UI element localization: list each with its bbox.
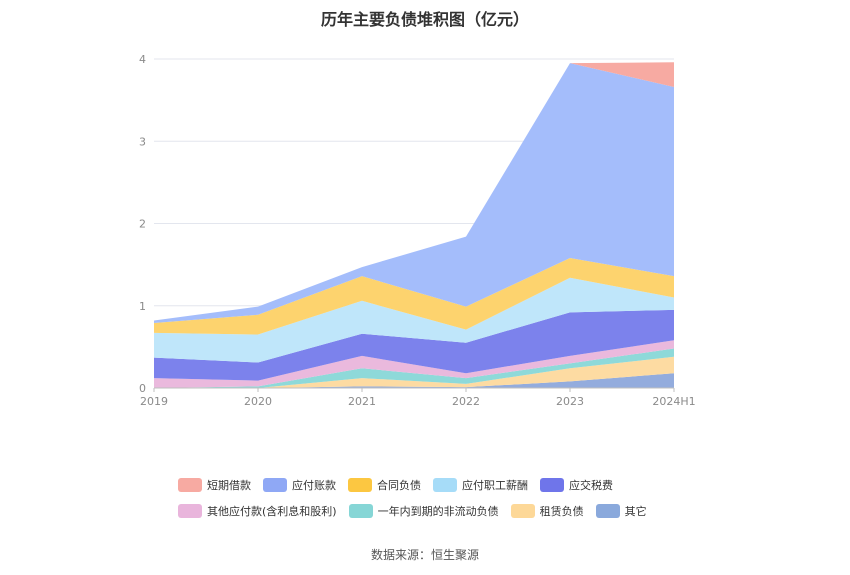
legend-label: 其他应付款(含利息和股利) (207, 505, 337, 518)
x-tick-label: 2021 (348, 395, 376, 408)
legend-item[interactable]: 租赁负债 (510, 503, 584, 519)
legend-swatch (348, 478, 372, 492)
legend-label: 其它 (624, 505, 647, 518)
legend-item[interactable]: 应付账款 (263, 477, 336, 493)
legend-swatch (348, 504, 373, 518)
legend-row: 短期借款 应付账款 合同负债 应付职工薪酬 应交税费 (178, 472, 738, 498)
area-0 (154, 373, 674, 388)
x-tick-label: 2024H1 (652, 395, 695, 408)
y-tick-label: 4 (139, 53, 146, 66)
x-tick-label: 2019 (140, 395, 168, 408)
area-6 (154, 258, 674, 335)
legend-item[interactable]: 应交税费 (540, 477, 613, 493)
x-tick-label: 2020 (244, 395, 272, 408)
legend-swatch (178, 478, 202, 492)
x-tick-label: 2023 (556, 395, 584, 408)
legend-item[interactable]: 应付职工薪酬 (433, 477, 528, 493)
legend-label: 应付账款 (292, 479, 336, 492)
data-source-note: 数据来源：恒生聚源 (370, 548, 479, 562)
legend-swatch (540, 478, 564, 492)
y-tick-label: 1 (139, 300, 146, 313)
y-tick-label: 3 (139, 135, 146, 148)
area-1 (154, 356, 674, 388)
legend-item[interactable]: 其它 (595, 503, 647, 519)
legend-swatch (595, 504, 620, 518)
legend-row: 其他应付款(含利息和股利) 一年内到期的非流动负债 租赁负债 其它 (178, 498, 738, 524)
area-4 (154, 309, 674, 381)
legend-label: 短期借款 (207, 479, 251, 492)
axes: 0 1 2 3 4 2019 2020 2021 2022 2023 2024H1 (139, 53, 696, 408)
legend-label: 租赁负债 (539, 505, 584, 518)
area-3 (154, 340, 674, 388)
legend: 短期借款 应付账款 合同负债 应付职工薪酬 应交税费其他应付款(含利息和股利) 一年内到期… (178, 472, 738, 524)
legend-swatch (510, 504, 535, 518)
legend-swatch (263, 478, 287, 492)
stacked-area-chart: 0 1 2 3 4 2019 2020 2021 2022 2023 2024H1 (139, 53, 696, 408)
area-7 (154, 63, 674, 324)
area-5 (154, 277, 674, 363)
legend-label: 一年内到期的非流动负债 (377, 505, 499, 518)
legend-item[interactable]: 一年内到期的非流动负债 (348, 503, 499, 519)
area-2 (154, 348, 674, 388)
legend-item[interactable]: 合同负债 (348, 477, 421, 493)
legend-swatch (178, 504, 202, 518)
y-tick-label: 2 (139, 218, 146, 231)
y-tick-label: 0 (139, 382, 146, 395)
area-series (154, 62, 674, 388)
legend-swatch (433, 478, 457, 492)
legend-label: 应付职工薪酬 (462, 479, 528, 492)
legend-label: 应交税费 (569, 479, 613, 492)
legend-label: 合同负债 (377, 479, 421, 492)
legend-item[interactable]: 短期借款 (178, 477, 251, 493)
chart-title: 历年主要负债堆积图（亿元） (320, 10, 529, 29)
x-tick-label: 2022 (452, 395, 480, 408)
legend-item[interactable]: 其他应付款(含利息和股利) (178, 503, 337, 519)
